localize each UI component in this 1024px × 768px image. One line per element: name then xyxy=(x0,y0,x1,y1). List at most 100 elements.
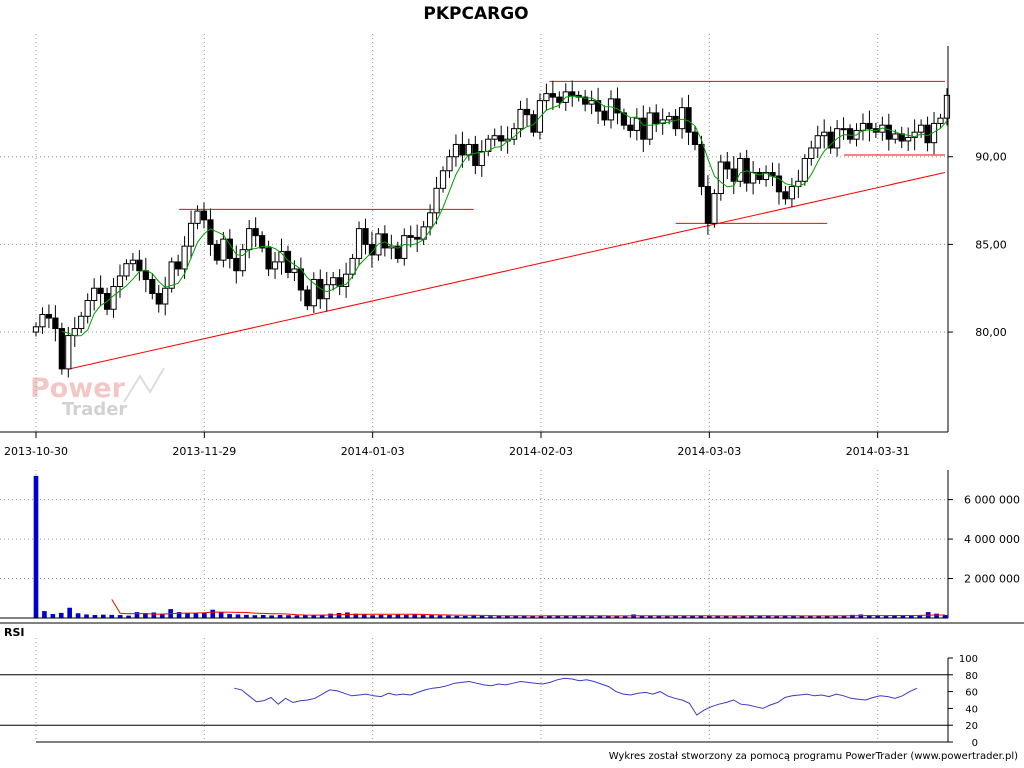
volume-bar xyxy=(580,616,586,618)
volume-bar xyxy=(563,615,569,618)
volume-bar xyxy=(429,615,434,618)
candlesticks xyxy=(32,80,951,378)
candle-up xyxy=(814,135,821,149)
candle-up xyxy=(801,157,808,182)
candle-up xyxy=(659,119,666,124)
candle-up xyxy=(478,150,485,166)
volume-bar xyxy=(866,615,872,618)
candle-down xyxy=(207,219,214,245)
volume-bar xyxy=(648,616,653,618)
candle-up xyxy=(465,143,472,156)
candle-up xyxy=(543,93,550,102)
volume-bar xyxy=(816,615,822,618)
moving-average-line xyxy=(61,95,948,337)
footer-credit: Wykres został stworzony za pomocą progra… xyxy=(608,751,1018,762)
volume-bar xyxy=(134,612,140,618)
x-tick-label: 2013-11-29 xyxy=(172,445,236,458)
volume-bar xyxy=(707,616,712,618)
volume-bar xyxy=(808,616,813,618)
candle-up xyxy=(65,335,72,370)
candle-down xyxy=(97,287,104,294)
candle-down xyxy=(362,228,369,245)
candle-down xyxy=(704,186,712,224)
volume-bar xyxy=(202,612,207,618)
candle-up xyxy=(943,94,951,119)
rsi-tick-label: 100 xyxy=(959,654,978,665)
volume-bar xyxy=(151,612,157,618)
candle-down xyxy=(459,143,466,156)
volume-bar xyxy=(395,614,401,618)
candle-up xyxy=(439,170,447,189)
candle-down xyxy=(685,107,692,133)
volume-bar xyxy=(370,615,375,618)
volume-bar xyxy=(892,615,897,618)
price-tick-label: 85,00 xyxy=(975,238,1007,251)
candle-up xyxy=(433,187,440,214)
candle-up xyxy=(840,128,847,131)
candle-down xyxy=(756,172,763,181)
volume-bar xyxy=(521,615,527,618)
candle-down xyxy=(627,124,634,131)
volume-bar xyxy=(513,615,519,618)
candle-down xyxy=(58,328,65,370)
volume-bar xyxy=(900,615,906,618)
volume-bar xyxy=(858,614,864,618)
volume-bar xyxy=(420,614,426,618)
candle-up xyxy=(129,259,137,265)
candle-up xyxy=(181,245,188,270)
volume-bar xyxy=(505,615,510,618)
candle-down xyxy=(498,135,505,142)
volume-bar xyxy=(328,613,333,618)
rsi-tick-label: 40 xyxy=(965,704,978,715)
candle-up xyxy=(491,135,498,140)
volume-bars xyxy=(33,475,948,618)
volume-bar xyxy=(101,614,106,618)
volume-bar xyxy=(656,615,662,618)
volume-bar xyxy=(269,615,274,618)
volume-bar xyxy=(799,616,805,618)
x-tick-label: 2014-03-31 xyxy=(846,445,910,458)
volume-bar xyxy=(176,612,182,618)
candle-up xyxy=(892,133,899,140)
volume-bar xyxy=(850,614,855,618)
candle-down xyxy=(549,93,556,98)
candle-down xyxy=(698,143,705,188)
x-tick-label: 2014-02-03 xyxy=(509,445,573,458)
rsi-tick-label: 80 xyxy=(965,671,978,682)
candle-down xyxy=(381,233,388,249)
candle-down xyxy=(407,235,414,238)
rsi-tick-label: 60 xyxy=(965,688,978,699)
volume-tick-label: 2 000 000 xyxy=(964,573,1020,586)
volume-bar xyxy=(193,613,199,618)
candle-down xyxy=(653,112,660,124)
candle-down xyxy=(142,270,149,280)
candle-up xyxy=(71,328,78,337)
volume-bar xyxy=(42,611,47,618)
volume-bar xyxy=(723,615,729,618)
volume-bar xyxy=(639,615,645,618)
candle-up xyxy=(446,156,453,172)
volume-bar xyxy=(698,616,704,618)
powertrader-watermark: Power Trader xyxy=(30,367,165,420)
candle-down xyxy=(304,289,311,307)
volume-bar xyxy=(311,615,317,618)
rsi-line xyxy=(234,677,918,716)
volume-bar xyxy=(353,613,359,618)
volume-bar xyxy=(614,616,620,618)
x-tick-label: 2014-03-03 xyxy=(677,445,741,458)
candle-down xyxy=(620,112,628,126)
candle-up xyxy=(588,100,595,105)
volume-bar xyxy=(345,612,350,618)
candle-up xyxy=(39,314,46,328)
axes: 2013-10-30 2013-11-29 2014-01-03 2014-02-03… xyxy=(0,46,1024,749)
candle-up xyxy=(750,172,757,184)
candle-down xyxy=(594,100,602,112)
moving-average xyxy=(61,95,948,337)
candle-up xyxy=(905,136,912,142)
volume-bar xyxy=(361,614,367,618)
candle-up xyxy=(452,143,460,158)
volume-bar xyxy=(883,616,889,618)
candle-up xyxy=(646,112,653,140)
